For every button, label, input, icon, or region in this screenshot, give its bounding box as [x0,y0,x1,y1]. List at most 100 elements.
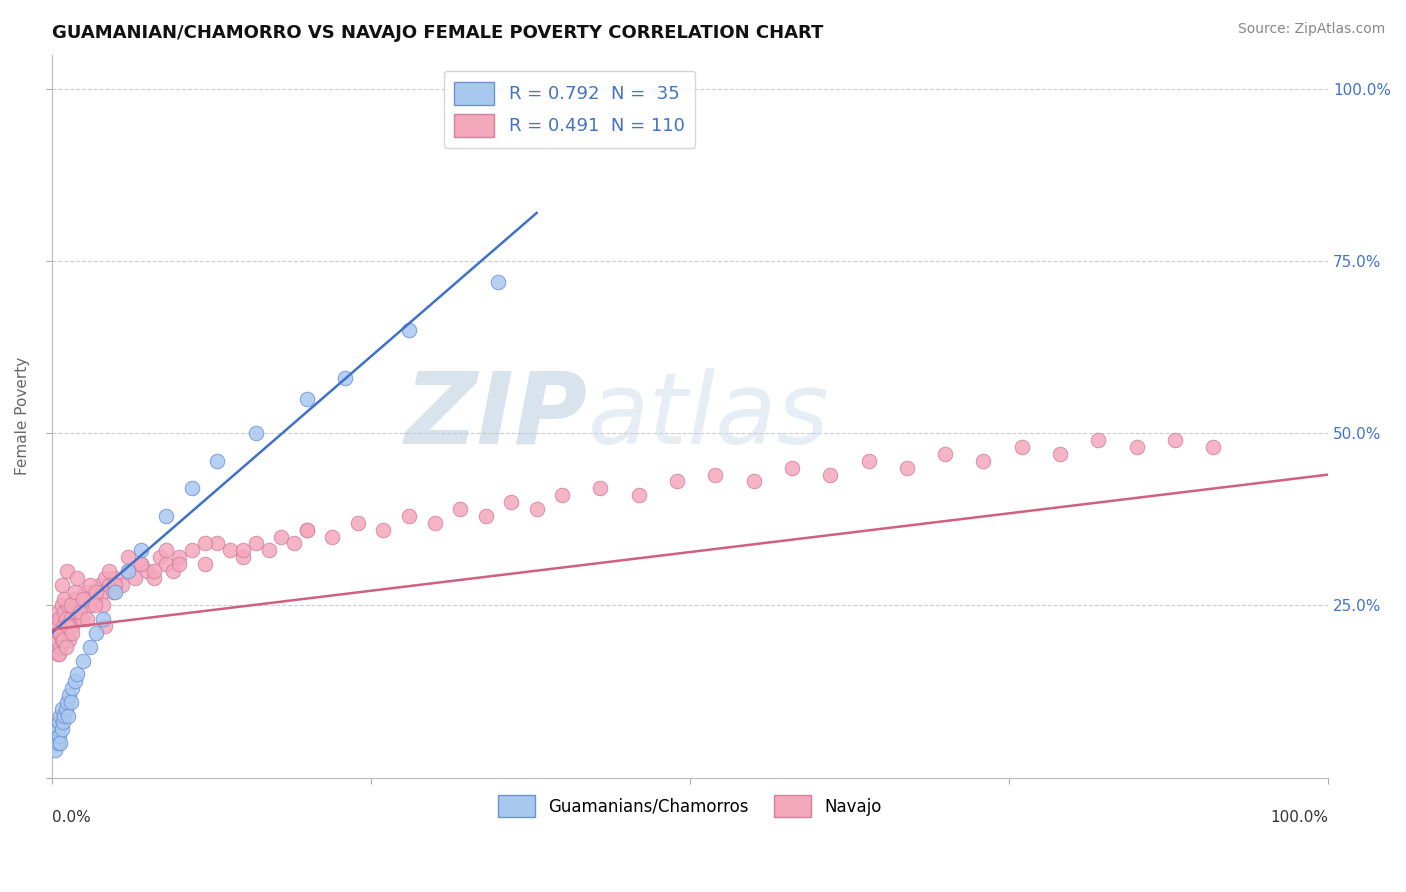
Point [589,482,612,496]
Point [526,502,548,516]
Point [398,508,420,523]
Point [56,708,79,723]
Point [245,426,267,441]
Point [63,674,86,689]
Point [1164,433,1187,447]
Point [295,392,318,406]
Point [98,564,121,578]
Point [295,523,318,537]
Point [51,702,73,716]
Point [155,557,177,571]
Point [398,323,420,337]
Text: ZIP: ZIP [405,368,588,465]
Point [49,736,72,750]
Point [56,619,79,633]
Point [270,530,292,544]
Point [56,599,79,613]
Point [423,516,446,530]
Text: GUAMANIAN/CHAMORRO VS NAVAJO FEMALE POVERTY CORRELATION CHART: GUAMANIAN/CHAMORRO VS NAVAJO FEMALE POVE… [52,24,823,42]
Point [46,605,69,619]
Point [104,584,127,599]
Point [1125,440,1147,454]
Point [704,467,727,482]
Point [82,584,104,599]
Point [76,591,98,606]
Point [104,571,127,585]
Point [73,584,96,599]
Point [129,543,152,558]
Point [53,626,76,640]
Point [44,619,66,633]
Point [84,584,107,599]
Point [48,612,70,626]
Point [58,688,80,702]
Point [91,599,114,613]
Point [63,584,86,599]
Point [45,632,67,647]
Point [79,640,101,654]
Point [149,550,172,565]
Y-axis label: Female Poverty: Female Poverty [15,357,30,475]
Point [69,599,91,613]
Point [194,557,217,571]
Point [321,530,343,544]
Point [56,619,79,633]
Point [69,605,91,619]
Point [76,612,98,626]
Point [94,619,117,633]
Point [51,578,73,592]
Point [66,571,89,585]
Point [232,543,254,558]
Point [98,578,121,592]
Point [142,564,165,578]
Point [101,584,124,599]
Point [72,591,94,606]
Point [257,543,280,558]
Point [79,599,101,613]
Point [66,605,89,619]
Point [48,647,70,661]
Point [51,632,73,647]
Point [1049,447,1071,461]
Point [49,708,72,723]
Point [48,626,70,640]
Point [1011,440,1033,454]
Point [59,695,82,709]
Point [84,599,107,613]
Point [373,523,395,537]
Point [53,605,76,619]
Point [162,564,184,578]
Text: 100.0%: 100.0% [1270,810,1329,825]
Point [55,702,77,716]
Point [124,571,146,585]
Point [896,460,918,475]
Point [59,599,82,613]
Point [207,454,229,468]
Point [780,460,803,475]
Point [94,571,117,585]
Point [474,508,496,523]
Point [53,708,76,723]
Point [155,508,177,523]
Legend: Guamanians/Chamorros, Navajo: Guamanians/Chamorros, Navajo [492,789,889,823]
Point [129,557,152,571]
Point [232,550,254,565]
Point [245,536,267,550]
Point [449,502,471,516]
Point [79,578,101,592]
Point [46,647,69,661]
Point [45,729,67,743]
Point [117,564,139,578]
Point [207,536,229,550]
Point [52,632,75,647]
Point [91,584,114,599]
Point [194,536,217,550]
Point [49,626,72,640]
Point [486,275,509,289]
Point [104,578,127,592]
Point [142,571,165,585]
Point [167,557,190,571]
Point [1202,440,1225,454]
Point [46,723,69,737]
Point [627,488,650,502]
